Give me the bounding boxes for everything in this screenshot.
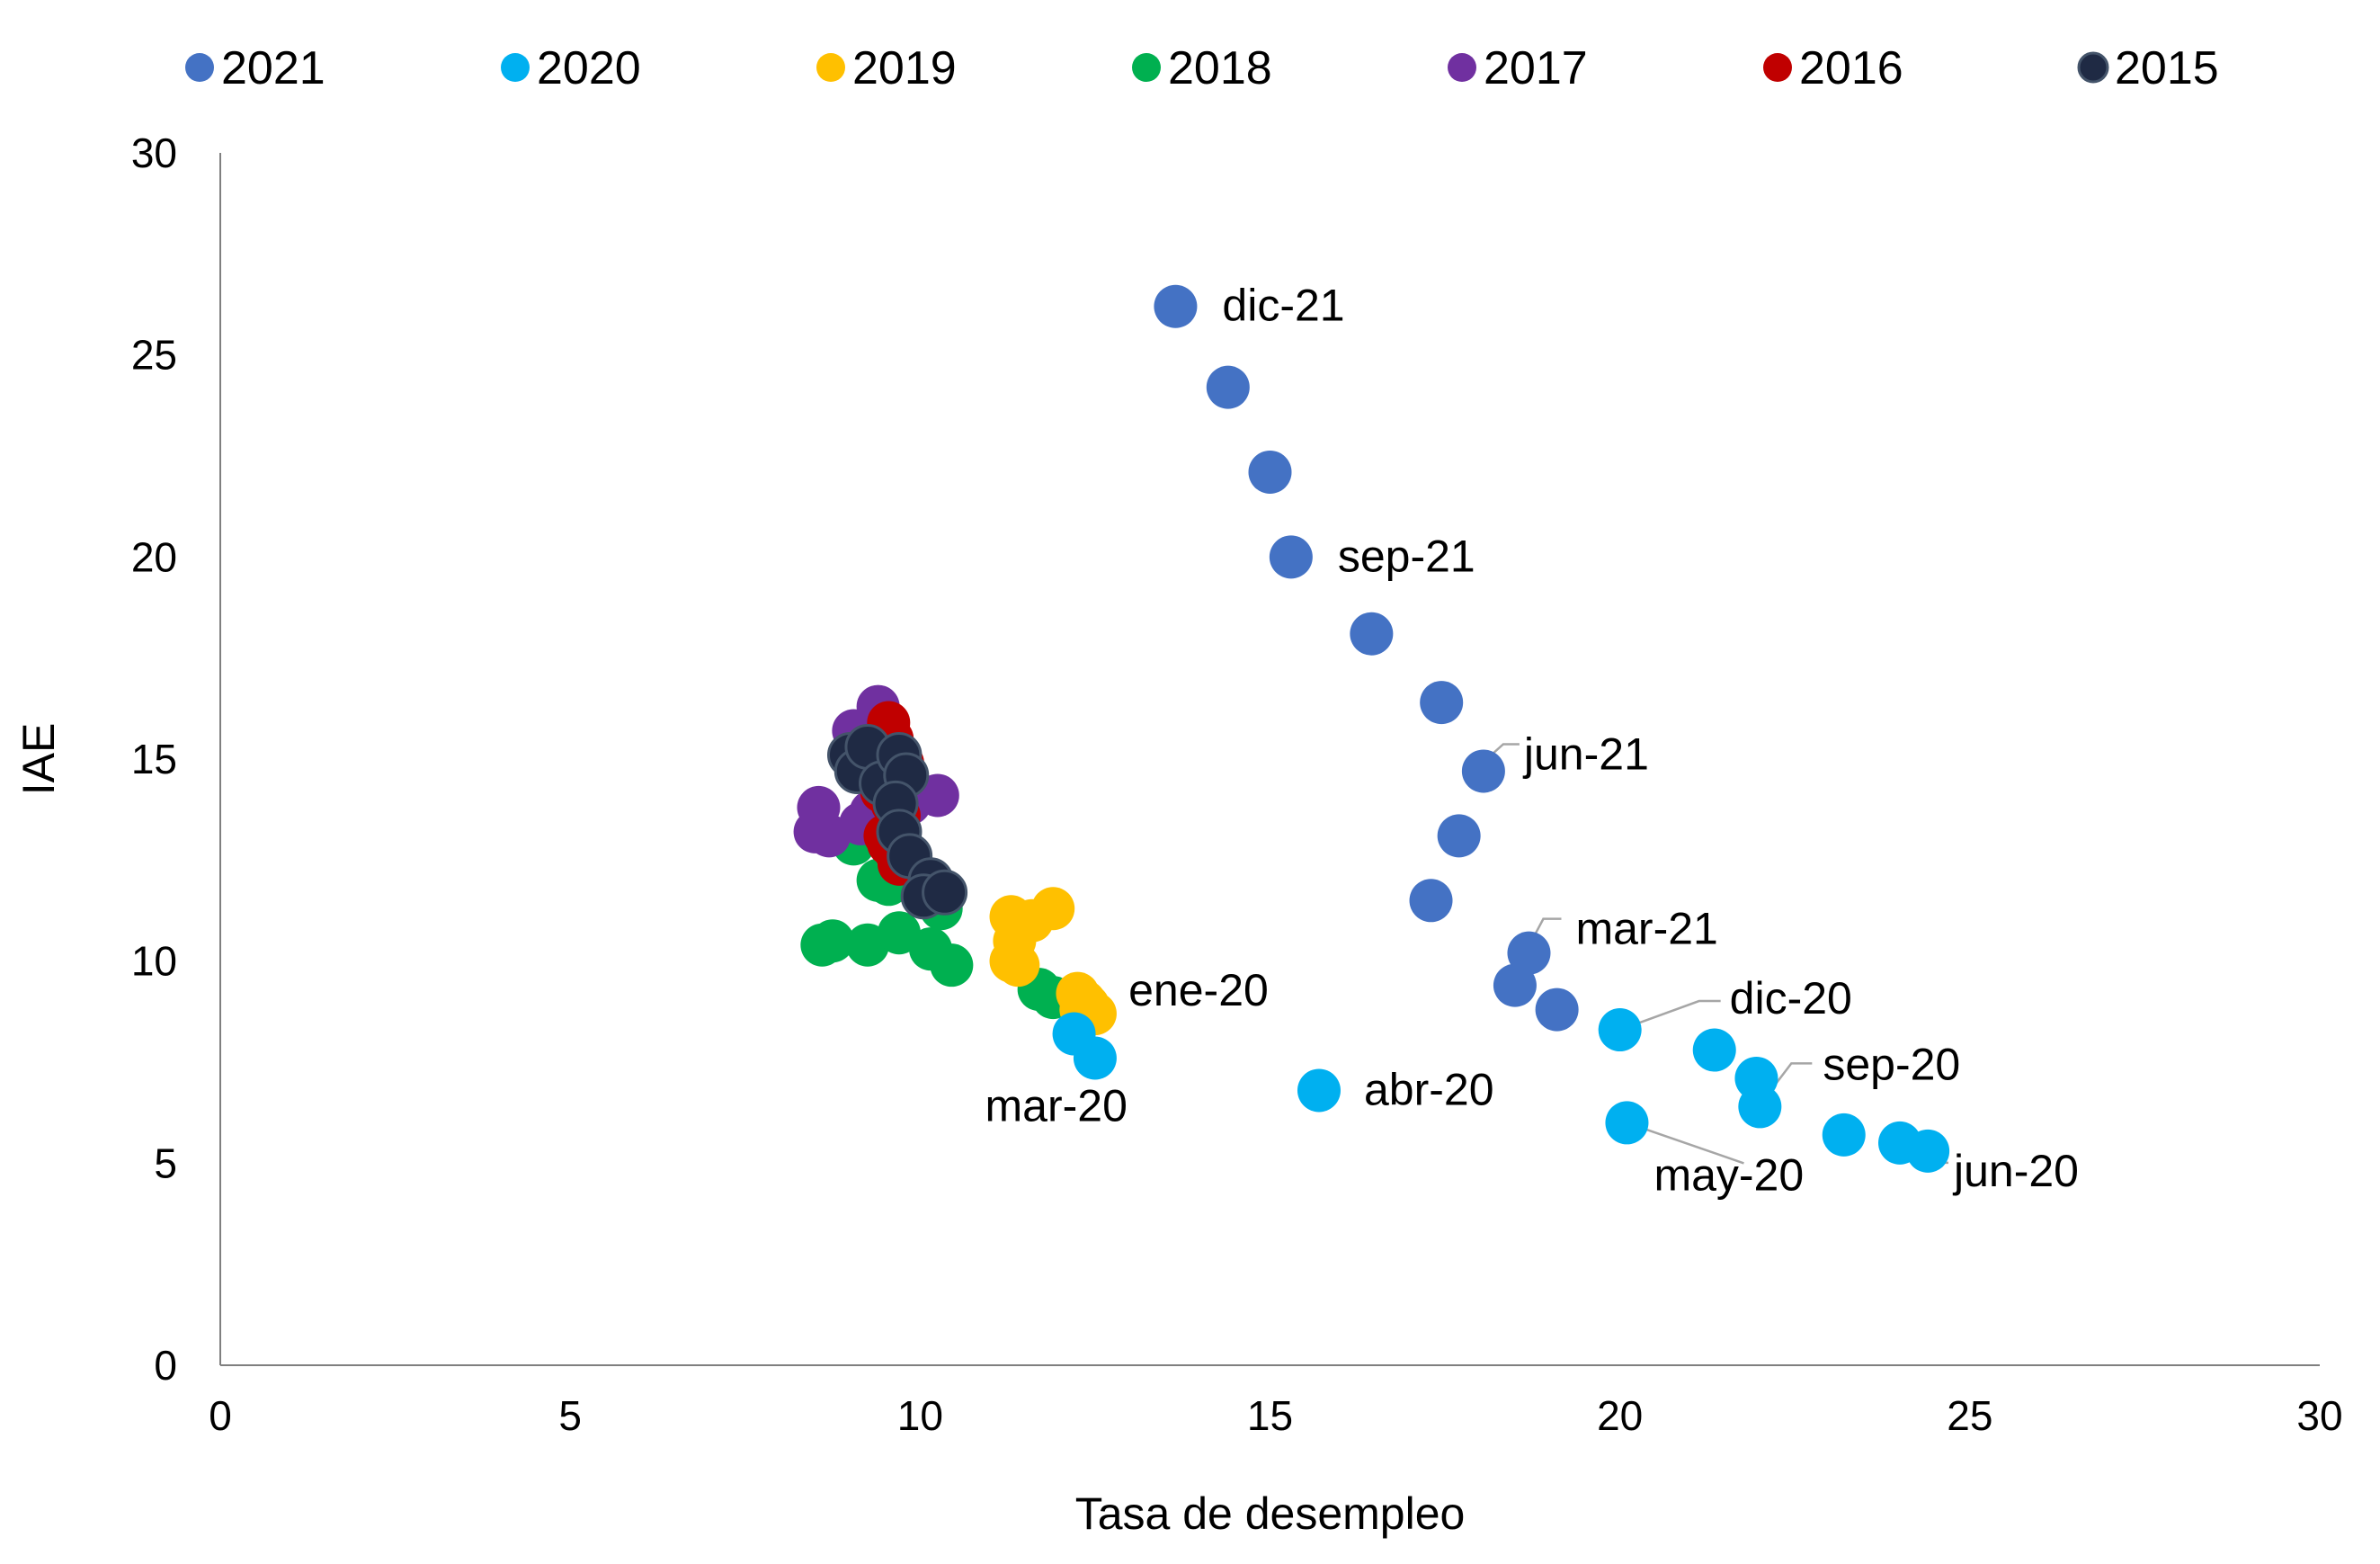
legend-marker-2018: [1132, 53, 1161, 82]
point-2020: [1878, 1121, 1921, 1165]
point-2021: [1493, 963, 1537, 1007]
data-points: [793, 284, 1950, 1173]
annotation-label: sep-20: [1823, 1039, 1960, 1089]
x-axis-title: Tasa de desempleo: [1075, 1488, 1466, 1539]
point-2020: [1734, 1056, 1778, 1100]
legend-marker-2019: [816, 53, 845, 82]
x-tick-labels: 0 5 10 15 20 25 30: [209, 1392, 2342, 1439]
point-2020: [1692, 1028, 1736, 1072]
point-2020: [1598, 1008, 1642, 1052]
x-tick-label: 20: [1597, 1392, 1643, 1439]
annotation-label: dic-21: [1222, 281, 1344, 331]
annotation-label: ene-20: [1128, 965, 1269, 1015]
y-tick-label: 15: [131, 736, 177, 782]
point-2021: [1248, 450, 1292, 494]
point-2021: [1154, 284, 1198, 328]
point-2020: [1605, 1101, 1649, 1145]
legend-marker-2020: [501, 53, 530, 82]
legend-marker-2021: [185, 53, 214, 82]
legend-label-2021: 2021: [221, 42, 325, 94]
point-2021: [1507, 931, 1551, 975]
y-tick-labels: 0 5 10 15 20 25 30: [131, 130, 177, 1389]
point-2015: [922, 869, 968, 916]
point-2020: [1073, 1036, 1117, 1080]
y-tick-label: 0: [154, 1342, 177, 1389]
point-2020: [1822, 1113, 1866, 1157]
annotation-leader: [1619, 999, 1721, 1032]
point-2021: [1535, 988, 1579, 1032]
x-tick-label: 15: [1247, 1392, 1293, 1439]
legend-label-2020: 2020: [537, 42, 641, 94]
x-tick-label: 10: [897, 1392, 943, 1439]
point-2019: [1031, 887, 1075, 931]
legend-label-2016: 2016: [1799, 42, 1903, 94]
y-tick-label: 20: [131, 533, 177, 580]
point-2021: [1269, 535, 1313, 579]
y-axis-title: IAE: [13, 723, 64, 796]
x-tick-label: 30: [2296, 1392, 2342, 1439]
annotation-label: mar-20: [985, 1081, 1128, 1131]
legend-marker-2015: [2077, 51, 2109, 84]
legend-marker-2017: [1448, 53, 1476, 82]
annotation-label: dic-20: [1730, 973, 1852, 1023]
legend: 2021 2020 2019 2018 2017 2016 2015: [185, 42, 2219, 94]
annotation-label: sep-21: [1338, 531, 1475, 581]
axes: 0 5 10 15 20 25 30 0 5 10 15 20 25 30: [131, 130, 2343, 1439]
annotation-label: abr-20: [1364, 1064, 1494, 1114]
point-2021: [1409, 879, 1453, 923]
point-2017: [797, 785, 841, 829]
point-2021: [1461, 749, 1505, 793]
point-2018: [800, 923, 844, 967]
point-2021: [1437, 814, 1481, 858]
x-tick-label: 0: [209, 1392, 232, 1439]
annotation-label: mar-21: [1575, 904, 1717, 954]
y-tick-label: 30: [131, 130, 177, 176]
point-2018: [930, 943, 974, 988]
y-tick-label: 25: [131, 332, 177, 379]
x-tick-label: 25: [1947, 1392, 1992, 1439]
annotation-label: jun-21: [1522, 728, 1649, 779]
legend-label-2019: 2019: [852, 42, 957, 94]
y-tick-label: 10: [131, 938, 177, 985]
annotation-label: may-20: [1654, 1149, 1804, 1200]
annotation-label: jun-20: [1952, 1146, 2079, 1196]
y-tick-label: 5: [154, 1139, 177, 1186]
point-2020: [1297, 1068, 1341, 1113]
point-annotations: dic-21 sep-21 jun-21 mar-21 dic-20 sep-20 jun-…: [985, 281, 2079, 1201]
legend-label-2017: 2017: [1484, 42, 1588, 94]
legend-label-2018: 2018: [1168, 42, 1272, 94]
legend-marker-2016: [1763, 53, 1792, 82]
point-2021: [1206, 365, 1250, 409]
x-tick-label: 5: [558, 1392, 582, 1439]
point-2021: [1420, 681, 1464, 725]
legend-label-2015: 2015: [2115, 42, 2219, 94]
point-2021: [1350, 612, 1394, 656]
